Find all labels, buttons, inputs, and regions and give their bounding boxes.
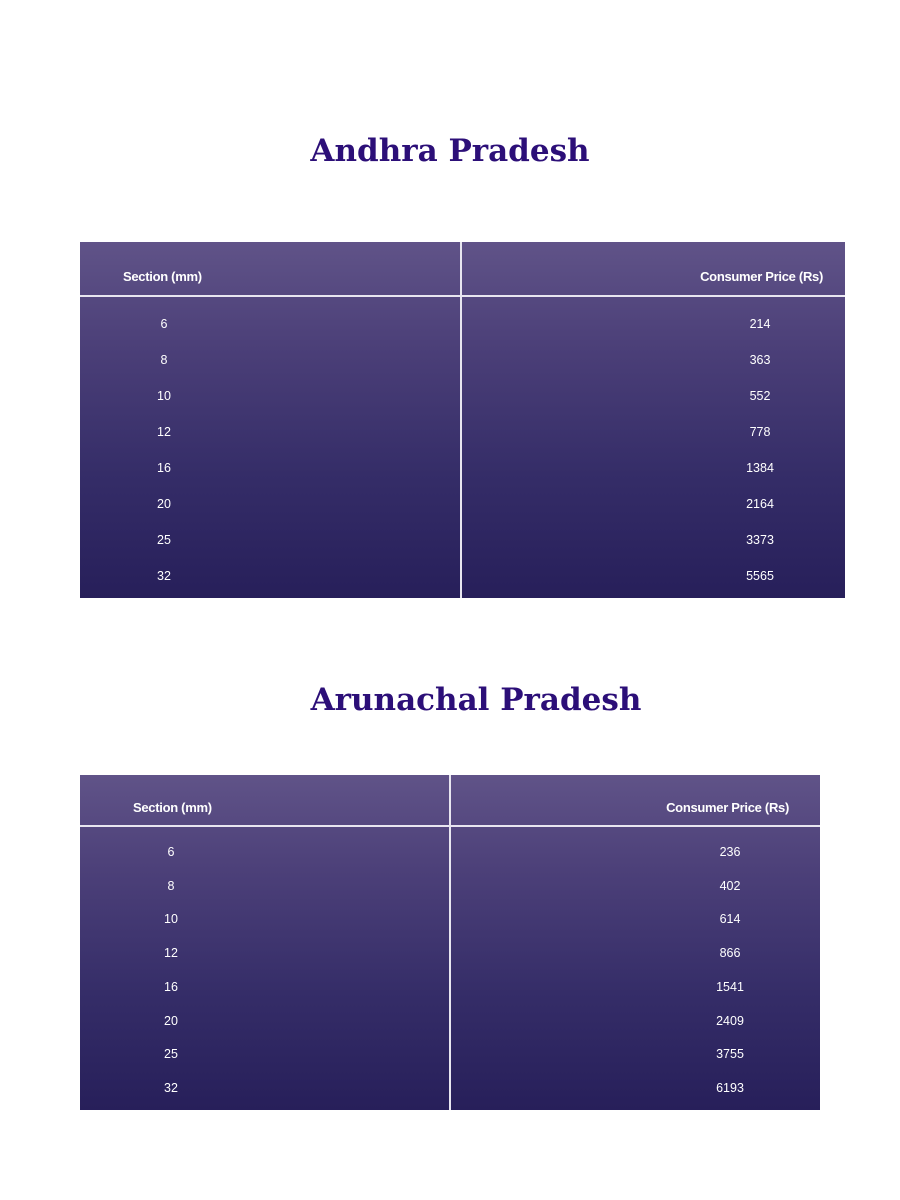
cell-section: 12: [157, 425, 171, 439]
header-divider: [80, 295, 845, 297]
cell-section: 20: [157, 497, 171, 511]
cell-consumer-price: 3373: [746, 533, 774, 547]
cell-consumer-price: 2409: [716, 1013, 744, 1028]
cell-section: 10: [164, 912, 178, 927]
cell-consumer-price: 614: [719, 912, 741, 927]
cell-consumer-price: 402: [719, 878, 741, 893]
price-table-andhra-pradesh: Section (mm) Consumer Price (Rs) 6 214 8 36…: [80, 242, 845, 598]
cell-consumer-price: 866: [719, 946, 741, 961]
cell-section: 32: [164, 1080, 178, 1095]
header-divider: [80, 825, 820, 827]
column-divider: [449, 775, 451, 1110]
cell-consumer-price: 2164: [746, 497, 774, 511]
cell-section: 8: [167, 878, 175, 893]
cell-section: 20: [164, 1013, 178, 1028]
section-title-arunachal-pradesh: Arunachal Pradesh: [310, 682, 642, 718]
cell-consumer-price: 363: [749, 353, 771, 367]
column-divider: [460, 242, 462, 598]
cell-section: 8: [160, 353, 168, 367]
cell-consumer-price: 214: [749, 317, 771, 331]
cell-consumer-price: 552: [749, 389, 771, 403]
price-table-arunachal-pradesh: Section (mm) Consumer Price (Rs) 6 236 8 40…: [80, 775, 820, 1110]
cell-consumer-price: 3755: [716, 1047, 744, 1062]
cell-consumer-price: 1541: [716, 979, 744, 994]
cell-section: 12: [164, 946, 178, 961]
cell-consumer-price: 6193: [716, 1080, 744, 1095]
cell-consumer-price: 5565: [746, 569, 774, 583]
cell-section: 10: [157, 389, 171, 403]
cell-section: 32: [157, 569, 171, 583]
cell-section: 25: [164, 1047, 178, 1062]
cell-section: 6: [167, 845, 175, 859]
header-consumer-price: Consumer Price (Rs): [700, 269, 823, 284]
cell-consumer-price: 1384: [746, 461, 774, 475]
header-section: Section (mm): [123, 269, 202, 284]
cell-section: 16: [157, 461, 171, 475]
header-consumer-price: Consumer Price (Rs): [666, 800, 789, 815]
cell-consumer-price: 778: [749, 425, 771, 439]
cell-section: 25: [157, 533, 171, 547]
cell-section: 6: [160, 317, 168, 331]
header-section: Section (mm): [133, 800, 212, 815]
cell-consumer-price: 236: [719, 845, 741, 859]
section-title-andhra-pradesh: Andhra Pradesh: [310, 133, 590, 169]
cell-section: 16: [164, 979, 178, 994]
